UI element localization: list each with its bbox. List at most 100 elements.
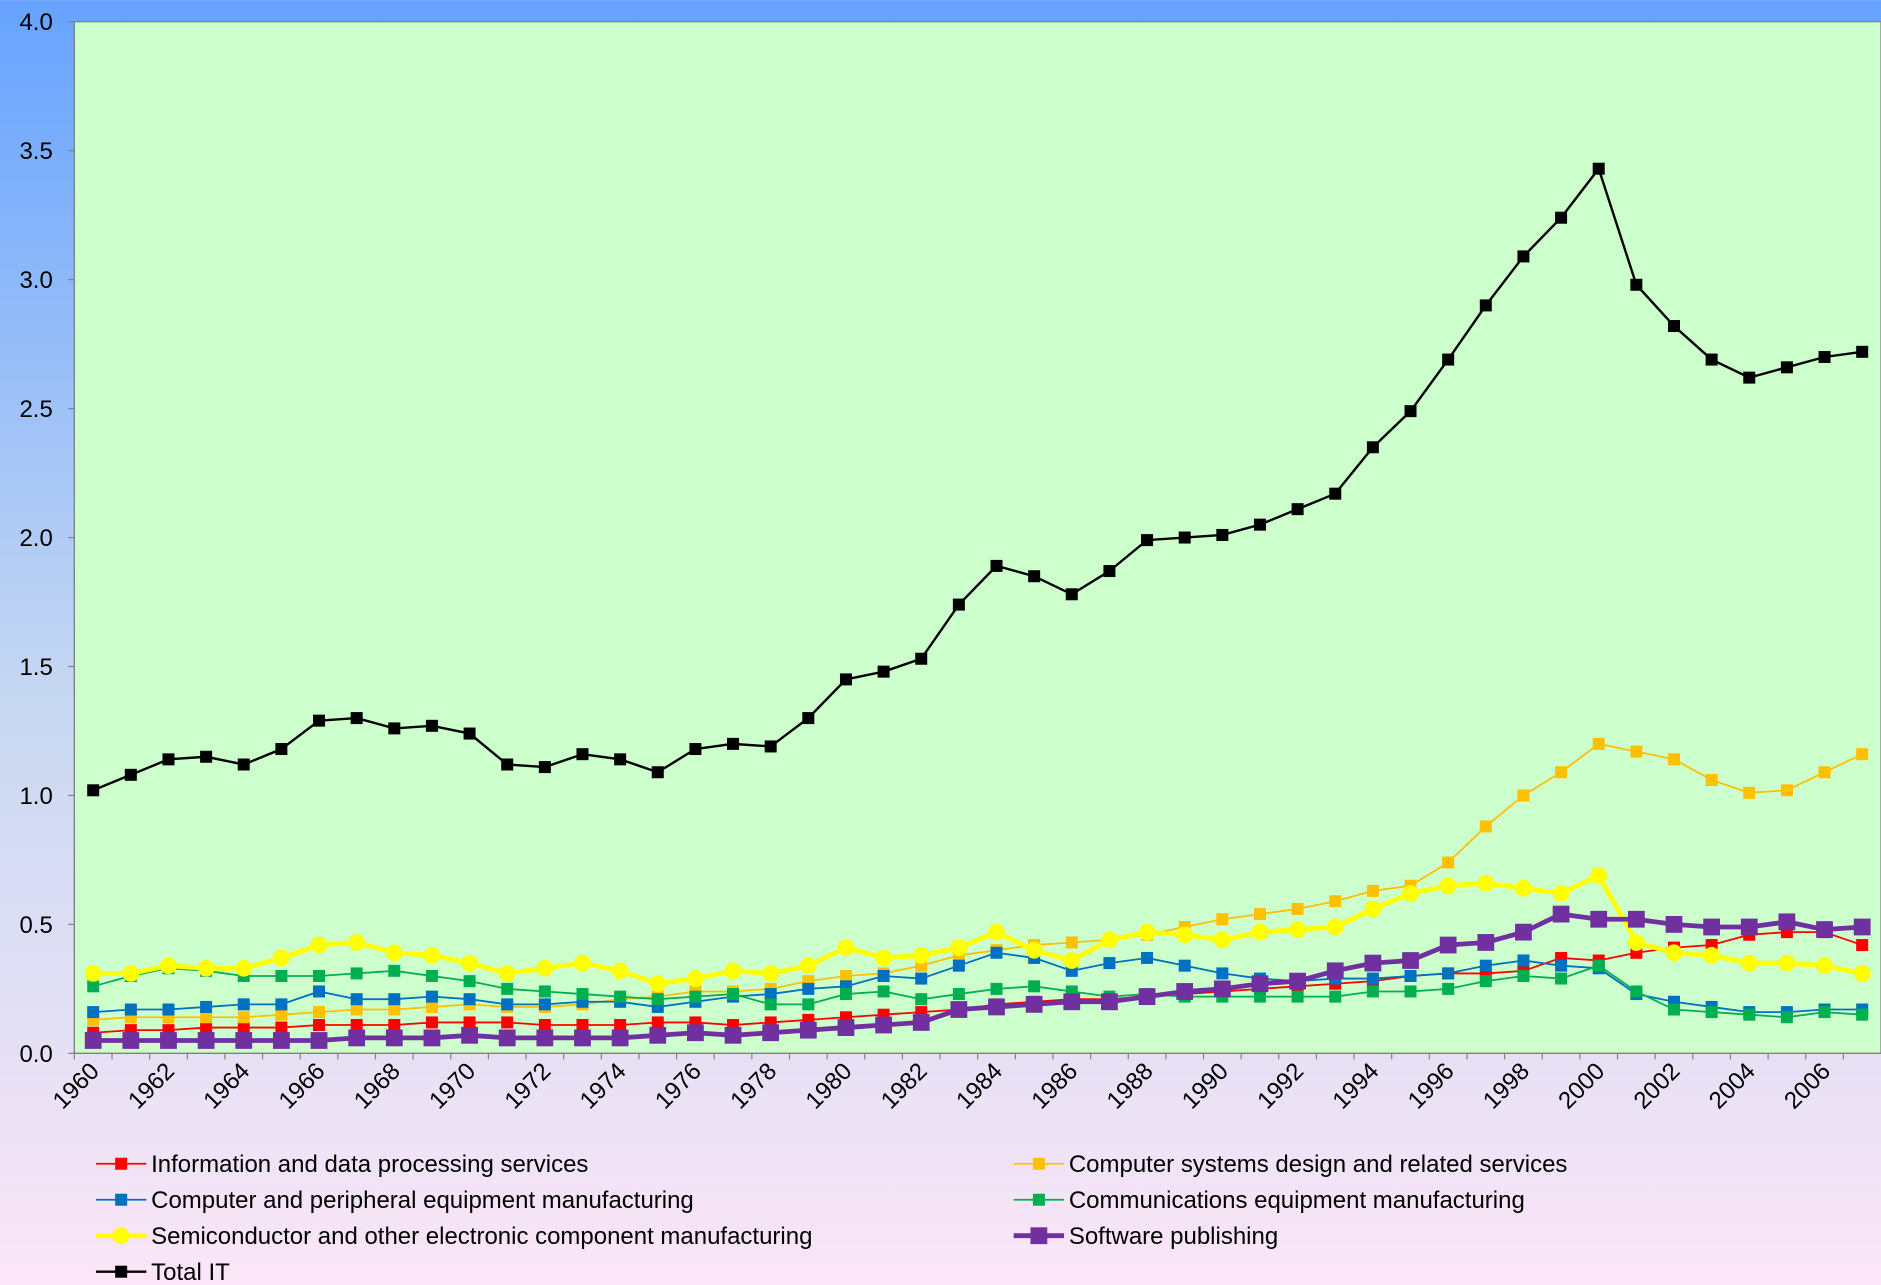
- marker: [124, 1003, 137, 1016]
- legend-label: Total IT: [151, 1259, 230, 1285]
- marker: [1025, 995, 1043, 1013]
- series: [87, 162, 1869, 797]
- marker: [799, 957, 817, 975]
- marker: [538, 761, 551, 774]
- marker: [1178, 959, 1191, 972]
- marker: [1141, 534, 1154, 547]
- marker: [1856, 939, 1869, 952]
- marker: [1555, 766, 1568, 779]
- marker: [1404, 985, 1417, 998]
- marker: [1853, 965, 1871, 982]
- legend-item: Computer and peripheral equipment manufa…: [95, 1187, 694, 1214]
- marker: [764, 740, 777, 753]
- marker: [952, 988, 965, 1001]
- marker: [536, 1029, 554, 1047]
- legend-label: Communications equipment manufacturing: [1069, 1187, 1525, 1214]
- marker: [1592, 959, 1605, 972]
- marker: [425, 990, 438, 1003]
- y-tick-label: 0.5: [19, 912, 52, 939]
- marker: [197, 1032, 215, 1049]
- marker: [388, 964, 401, 977]
- marker: [614, 990, 627, 1003]
- marker: [915, 959, 928, 972]
- marker: [837, 1019, 855, 1036]
- marker: [461, 954, 478, 972]
- marker: [988, 923, 1005, 941]
- marker: [162, 1003, 175, 1016]
- marker: [1063, 993, 1081, 1011]
- marker: [952, 598, 965, 611]
- marker: [762, 1024, 780, 1042]
- marker: [1028, 570, 1041, 583]
- marker: [1329, 895, 1342, 908]
- marker: [498, 965, 516, 982]
- marker: [160, 1032, 177, 1049]
- marker: [651, 1016, 664, 1029]
- marker: [1743, 1008, 1756, 1021]
- marker: [1176, 983, 1194, 1000]
- marker: [1329, 990, 1342, 1003]
- marker: [1404, 969, 1417, 982]
- marker: [461, 1026, 478, 1044]
- marker: [1740, 918, 1758, 936]
- marker: [839, 988, 852, 1001]
- marker: [764, 998, 777, 1011]
- marker: [425, 969, 438, 982]
- marker: [651, 1000, 664, 1013]
- marker: [1065, 936, 1078, 949]
- marker: [1479, 959, 1492, 972]
- y-tick-label: 0.0: [19, 1041, 52, 1068]
- marker: [1253, 518, 1266, 531]
- y-tick-label: 3.5: [19, 138, 52, 165]
- marker: [1705, 353, 1718, 366]
- marker: [1552, 905, 1570, 923]
- marker: [425, 1000, 438, 1013]
- marker: [877, 969, 890, 982]
- series-line: [92, 964, 1863, 1019]
- marker: [799, 1021, 817, 1039]
- marker: [1627, 934, 1645, 951]
- marker: [1216, 967, 1229, 980]
- marker: [200, 1021, 213, 1034]
- marker: [275, 998, 288, 1011]
- marker: [915, 652, 928, 665]
- marker: [1552, 885, 1570, 902]
- marker: [313, 1018, 326, 1031]
- marker: [162, 1011, 175, 1024]
- marker: [1740, 954, 1758, 972]
- marker: [1517, 789, 1530, 802]
- marker: [687, 1024, 704, 1042]
- marker: [1032, 1157, 1045, 1170]
- marker: [124, 768, 137, 781]
- legend-item: Software publishing: [1013, 1223, 1278, 1250]
- marker: [385, 1029, 403, 1047]
- marker: [1138, 988, 1156, 1006]
- marker: [1101, 993, 1118, 1011]
- marker: [124, 1024, 137, 1037]
- marker: [877, 985, 890, 998]
- marker: [839, 1011, 852, 1024]
- y-tick-label: 2.5: [19, 396, 52, 423]
- marker: [1853, 918, 1871, 936]
- marker: [1442, 982, 1455, 995]
- series: [84, 867, 1871, 993]
- marker: [538, 998, 551, 1011]
- marker: [1138, 923, 1156, 941]
- marker: [1101, 931, 1118, 949]
- marker: [839, 969, 852, 982]
- marker: [950, 939, 968, 957]
- marker: [1216, 528, 1229, 541]
- marker: [350, 1003, 363, 1016]
- marker: [1030, 1227, 1048, 1245]
- y-tick-label: 4.0: [19, 9, 52, 36]
- series-line: [93, 951, 1863, 1014]
- marker: [115, 1157, 128, 1170]
- marker: [1366, 985, 1379, 998]
- marker: [1667, 995, 1680, 1008]
- marker: [350, 712, 363, 725]
- marker: [915, 972, 928, 985]
- marker: [1856, 1008, 1869, 1021]
- marker: [87, 784, 100, 797]
- marker: [1442, 856, 1455, 869]
- marker: [425, 719, 438, 732]
